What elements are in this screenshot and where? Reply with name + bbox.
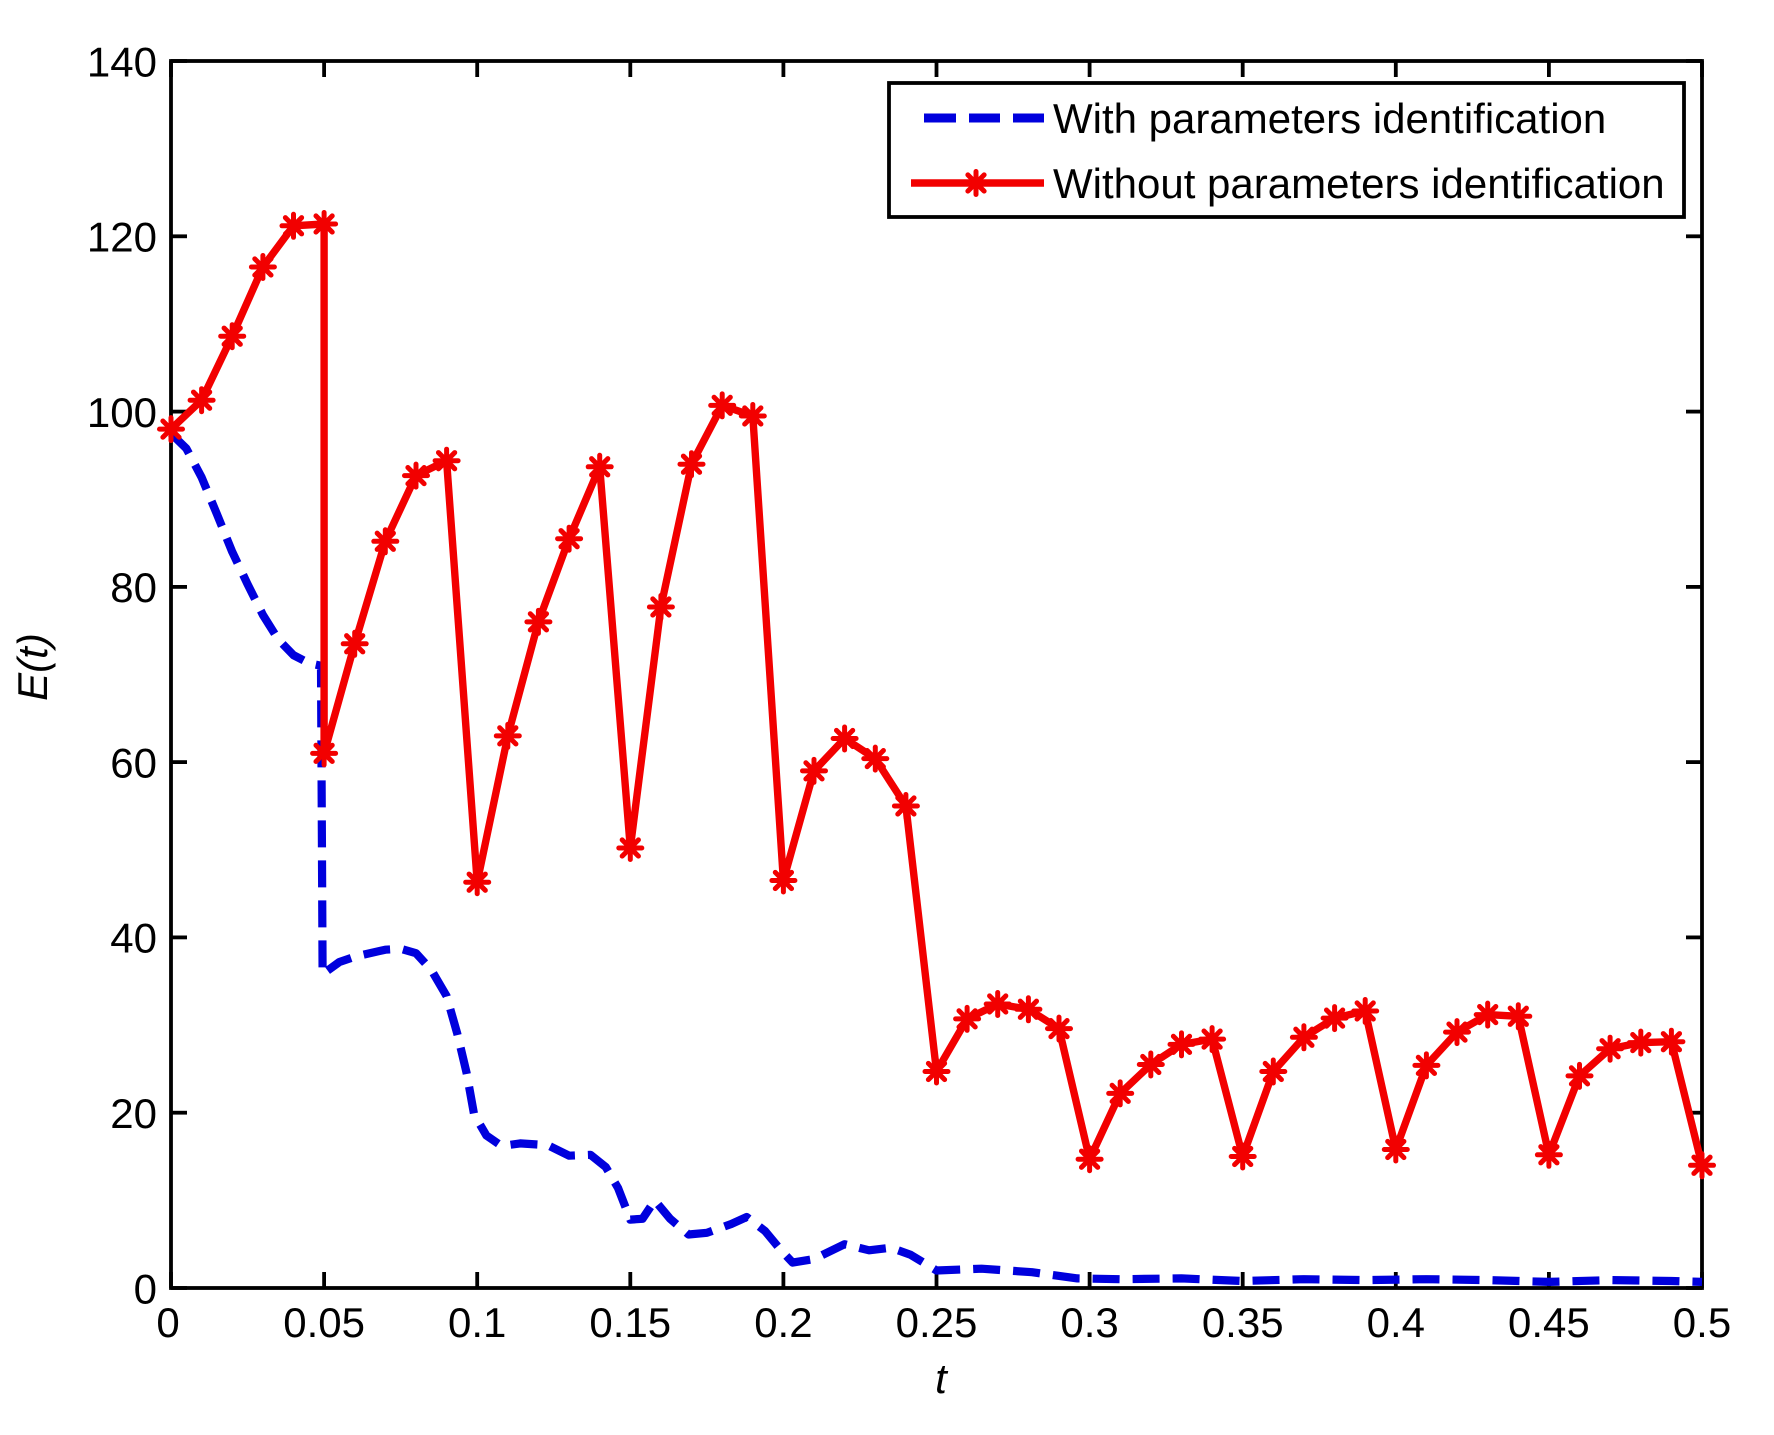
svg-text:0.5: 0.5 [1673, 1299, 1731, 1346]
svg-text:0.15: 0.15 [589, 1299, 671, 1346]
svg-text:140: 140 [87, 38, 157, 85]
svg-text:0.35: 0.35 [1202, 1299, 1284, 1346]
svg-text:60: 60 [110, 739, 157, 786]
svg-text:0.45: 0.45 [1508, 1299, 1590, 1346]
svg-text:0.4: 0.4 [1367, 1299, 1425, 1346]
svg-text:0.2: 0.2 [754, 1299, 812, 1346]
svg-text:0: 0 [156, 1299, 179, 1346]
svg-text:40: 40 [110, 915, 157, 962]
svg-text:Without parameters identificat: Without parameters identification [1053, 160, 1665, 207]
svg-text:0.05: 0.05 [283, 1299, 365, 1346]
svg-text:0.25: 0.25 [896, 1299, 978, 1346]
svg-text:0: 0 [134, 1265, 157, 1312]
svg-text:With parameters identification: With parameters identification [1053, 95, 1606, 142]
svg-text:100: 100 [87, 389, 157, 436]
svg-text:20: 20 [110, 1090, 157, 1137]
svg-text:0.3: 0.3 [1060, 1299, 1118, 1346]
svg-text:80: 80 [110, 564, 157, 611]
svg-text:t: t [935, 1355, 949, 1402]
svg-text:0.1: 0.1 [448, 1299, 506, 1346]
svg-text:120: 120 [87, 214, 157, 261]
svg-text:E(t): E(t) [9, 633, 56, 701]
